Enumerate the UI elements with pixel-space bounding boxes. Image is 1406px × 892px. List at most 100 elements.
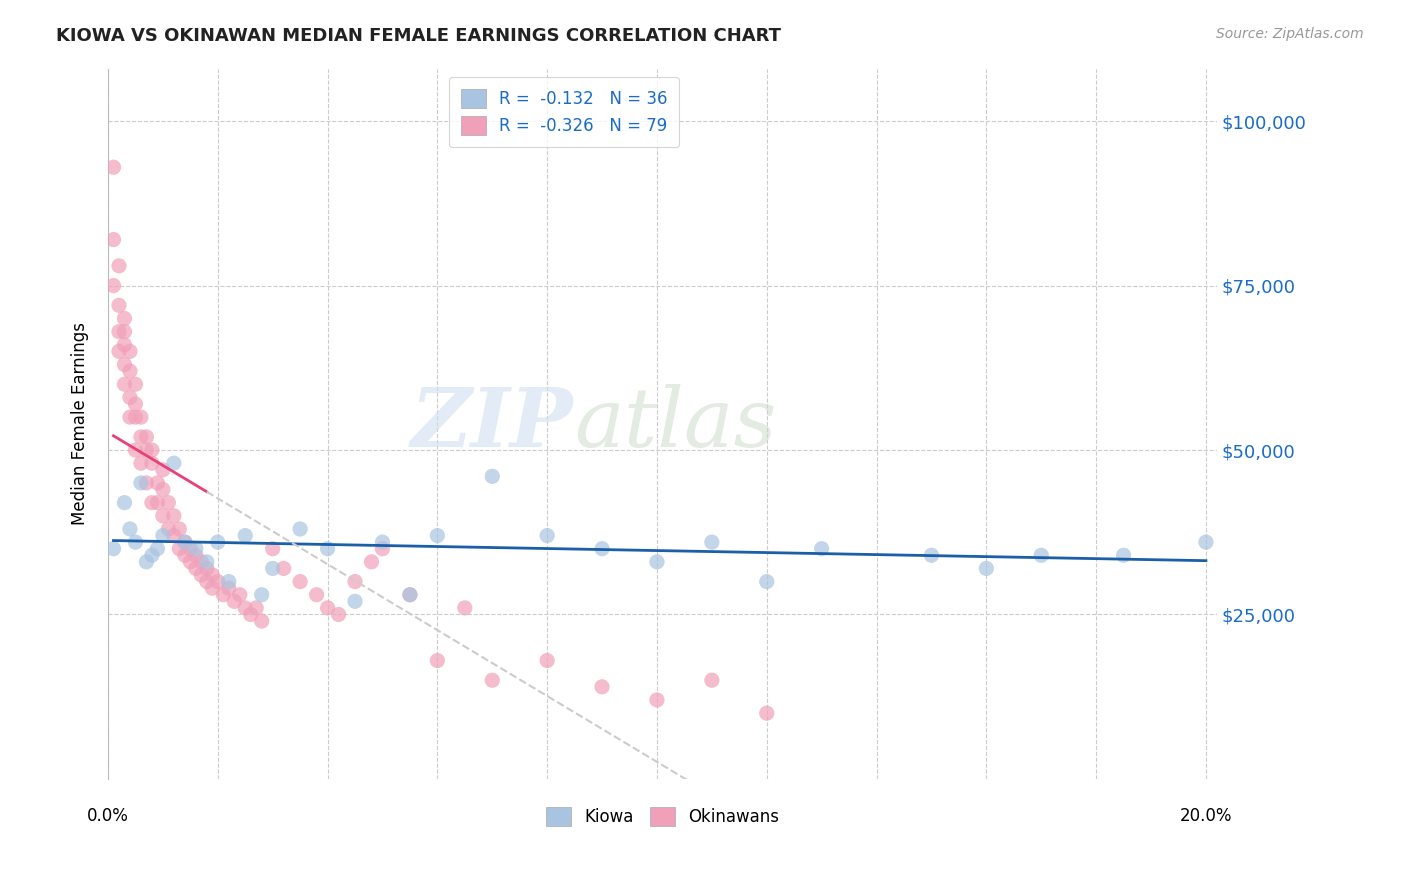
Point [224, 594, 246, 608]
Point [114, 325, 136, 339]
Point [141, 496, 163, 510]
Point [273, 561, 295, 575]
Point [103, 541, 125, 556]
Point [976, 561, 998, 575]
Point [1112, 549, 1135, 563]
Point [755, 706, 778, 720]
Point [184, 549, 207, 563]
Point [152, 483, 174, 497]
Point [195, 555, 218, 569]
Point [250, 614, 273, 628]
Point [179, 541, 201, 556]
Point [118, 410, 141, 425]
Point [118, 391, 141, 405]
Point [201, 581, 224, 595]
Point [114, 358, 136, 372]
Point [169, 541, 191, 556]
Text: 0.0%: 0.0% [87, 807, 129, 825]
Point [103, 233, 125, 247]
Point [103, 278, 125, 293]
Point [141, 549, 163, 563]
Point [239, 607, 262, 622]
Point [108, 259, 131, 273]
Point [250, 588, 273, 602]
Point [179, 555, 201, 569]
Point [163, 528, 186, 542]
Text: ZIP: ZIP [411, 384, 574, 464]
Text: KIOWA VS OKINAWAN MEDIAN FEMALE EARNINGS CORRELATION CHART: KIOWA VS OKINAWAN MEDIAN FEMALE EARNINGS… [56, 27, 782, 45]
Point [195, 561, 218, 575]
Point [481, 469, 503, 483]
Point [129, 475, 152, 490]
Point [645, 555, 668, 569]
Point [288, 574, 311, 589]
Point [163, 456, 186, 470]
Point [173, 535, 195, 549]
Point [207, 535, 229, 549]
Point [454, 600, 477, 615]
Point [591, 541, 613, 556]
Point [700, 535, 723, 549]
Point [305, 588, 328, 602]
Point [190, 568, 212, 582]
Point [233, 528, 256, 542]
Point [245, 600, 267, 615]
Point [328, 607, 350, 622]
Point [218, 574, 240, 589]
Point [157, 496, 180, 510]
Point [146, 496, 169, 510]
Point [262, 541, 284, 556]
Point [536, 653, 558, 667]
Point [344, 594, 367, 608]
Point [233, 600, 256, 615]
Point [135, 555, 157, 569]
Point [108, 325, 131, 339]
Point [218, 581, 240, 595]
Point [360, 555, 382, 569]
Point [173, 549, 195, 563]
Point [108, 344, 131, 359]
Point [135, 475, 157, 490]
Y-axis label: Median Female Earnings: Median Female Earnings [72, 322, 89, 525]
Text: 20.0%: 20.0% [1180, 807, 1232, 825]
Point [108, 298, 131, 312]
Point [124, 535, 146, 549]
Point [135, 430, 157, 444]
Point [426, 528, 449, 542]
Point [591, 680, 613, 694]
Point [118, 522, 141, 536]
Point [371, 535, 394, 549]
Point [124, 377, 146, 392]
Legend: Kiowa, Okinawans: Kiowa, Okinawans [537, 798, 787, 835]
Point [129, 410, 152, 425]
Point [114, 377, 136, 392]
Point [114, 338, 136, 352]
Point [129, 430, 152, 444]
Point [169, 522, 191, 536]
Text: atlas: atlas [574, 384, 776, 464]
Point [146, 475, 169, 490]
Point [118, 344, 141, 359]
Point [207, 574, 229, 589]
Point [163, 508, 186, 523]
Point [536, 528, 558, 542]
Point [426, 653, 449, 667]
Point [288, 522, 311, 536]
Point [118, 364, 141, 378]
Point [152, 528, 174, 542]
Point [114, 496, 136, 510]
Point [124, 443, 146, 458]
Point [1031, 549, 1053, 563]
Point [344, 574, 367, 589]
Point [114, 311, 136, 326]
Point [399, 588, 422, 602]
Point [152, 463, 174, 477]
Point [1195, 535, 1218, 549]
Point [229, 588, 252, 602]
Text: Source: ZipAtlas.com: Source: ZipAtlas.com [1216, 27, 1364, 41]
Point [146, 541, 169, 556]
Point [129, 456, 152, 470]
Point [316, 541, 339, 556]
Point [645, 693, 668, 707]
Point [920, 549, 942, 563]
